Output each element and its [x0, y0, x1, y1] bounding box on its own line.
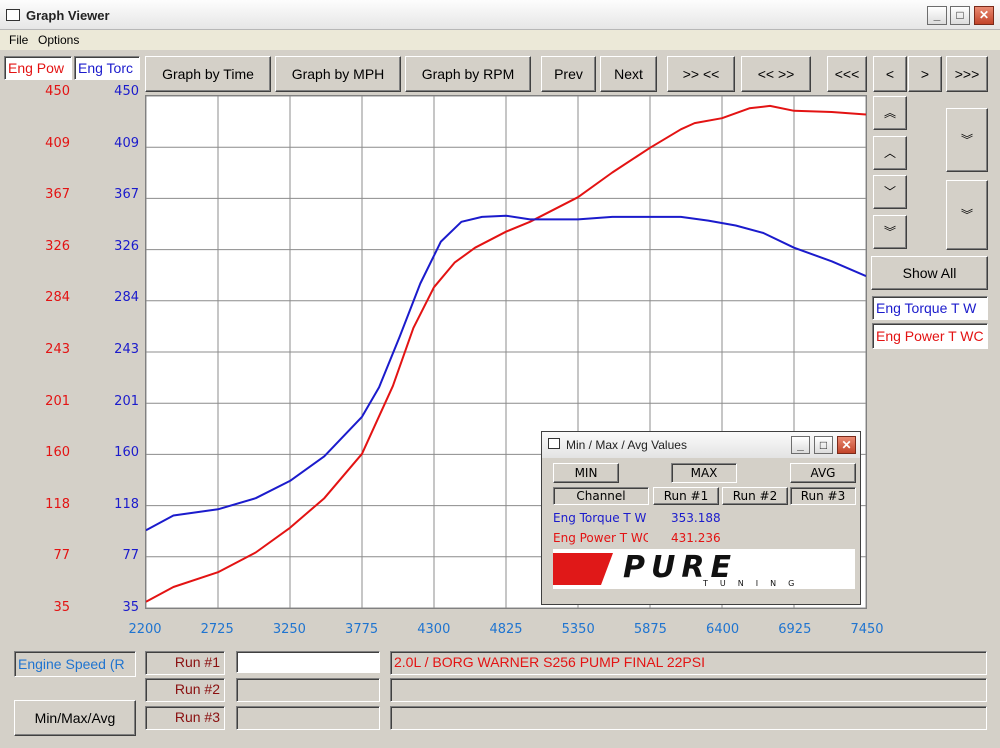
torque-row-name: Eng Torque T W: [553, 511, 647, 525]
power-y-tick: 201: [45, 393, 70, 409]
x-tick: 2200: [128, 622, 162, 637]
x-tick: 6925: [778, 622, 812, 637]
title-bar: Graph Viewer _ □ ✕: [0, 0, 1000, 30]
scroll-up-button[interactable]: ︿: [873, 136, 907, 170]
menu-bar: File Options: [0, 30, 1000, 50]
run1-input[interactable]: [236, 651, 380, 673]
scroll-right-button[interactable]: >: [908, 56, 942, 92]
power-row-value: 431.236: [671, 531, 721, 545]
power-y-tick: 35: [53, 600, 70, 615]
torque-y-tick: 450: [114, 84, 139, 99]
torque-y-tick: 160: [114, 445, 139, 461]
close-icon[interactable]: ✕: [974, 6, 994, 25]
run2-label: Run #2: [145, 678, 225, 702]
power-y-tick: 160: [45, 445, 70, 461]
zoom-in-button[interactable]: >> <<: [667, 56, 735, 92]
torque-series-line: [145, 214, 867, 532]
x-tick: 5875: [633, 622, 667, 637]
min-button[interactable]: MIN: [553, 463, 619, 483]
legend-torque[interactable]: Eng Torque T W: [872, 296, 988, 320]
zoom-out-button[interactable]: << >>: [741, 56, 811, 92]
prev-button[interactable]: Prev: [541, 56, 596, 92]
power-channel-tab[interactable]: Eng Pow: [4, 56, 72, 80]
max-button[interactable]: MAX: [671, 463, 737, 483]
minimize-icon[interactable]: _: [791, 436, 810, 454]
run1-description: 2.0L / BORG WARNER S256 PUMP FINAL 22PSI: [390, 651, 987, 675]
torque-y-tick: 118: [114, 496, 139, 512]
maximize-icon[interactable]: □: [950, 6, 970, 25]
torque-y-tick: 35: [122, 600, 139, 615]
run2-header[interactable]: Run #2: [722, 487, 788, 505]
graph-by-mph-button[interactable]: Graph by MPH: [275, 56, 401, 92]
run2-description: [390, 678, 987, 702]
window-title: Graph Viewer: [26, 8, 110, 23]
maximize-icon[interactable]: □: [814, 436, 833, 454]
logo-sub: TUNING: [702, 579, 806, 588]
scroll-first-button[interactable]: <<<: [827, 56, 867, 92]
x-tick: 4300: [417, 622, 451, 637]
power-y-tick: 367: [45, 187, 70, 203]
torque-y-tick: 284: [114, 290, 139, 306]
power-row-name: Eng Power T WC: [553, 531, 648, 545]
run3-label: Run #3: [145, 706, 225, 730]
avg-button[interactable]: AVG: [790, 463, 856, 483]
run3-header[interactable]: Run #3: [790, 487, 856, 505]
run1-header[interactable]: Run #1: [653, 487, 719, 505]
power-y-tick: 284: [45, 290, 70, 306]
line-chart: [145, 95, 867, 609]
torque-row-value: 353.188: [671, 511, 721, 525]
x-tick: 7450: [850, 622, 884, 637]
power-y-tick: 326: [45, 238, 70, 254]
minmax-dialog: Min / Max / Avg Values _ □ ✕ MIN MAX AVG…: [541, 431, 861, 605]
menu-file[interactable]: File: [9, 33, 29, 47]
torque-y-tick: 77: [122, 548, 139, 564]
power-y-tick: 450: [45, 84, 70, 99]
menu-options[interactable]: Options: [38, 33, 80, 47]
scroll-down-button[interactable]: ﹀: [873, 175, 907, 209]
power-y-tick: 118: [45, 496, 70, 512]
run2-input[interactable]: [236, 678, 380, 702]
x-tick: 3775: [345, 622, 379, 637]
close-icon[interactable]: ✕: [837, 436, 856, 454]
next-button[interactable]: Next: [600, 56, 657, 92]
power-y-tick: 77: [53, 548, 70, 564]
app-icon: [6, 9, 20, 21]
x-tick: 4825: [489, 622, 523, 637]
power-y-tick: 243: [45, 342, 70, 357]
legend-power[interactable]: Eng Power T WC: [872, 323, 988, 349]
power-series-line: [145, 104, 867, 603]
pure-tuning-logo: PURE TUNING: [553, 549, 855, 589]
torque-channel-tab[interactable]: Eng Torc: [74, 56, 140, 80]
x-tick: 5350: [561, 622, 595, 637]
run3-description: [390, 706, 987, 730]
run1-label: Run #1: [145, 651, 225, 675]
x-tick: 6400: [706, 622, 740, 637]
window-icon: [548, 438, 560, 449]
torque-y-tick: 326: [114, 238, 139, 254]
x-tick: 2725: [200, 622, 234, 637]
scroll-left-button[interactable]: <: [873, 56, 907, 92]
minimize-icon[interactable]: _: [927, 6, 947, 25]
minmax-title: Min / Max / Avg Values: [566, 438, 687, 452]
show-all-button[interactable]: Show All: [871, 256, 988, 290]
x-tick: 3250: [272, 622, 306, 637]
graph-by-rpm-button[interactable]: Graph by RPM: [405, 56, 531, 92]
power-y-tick: 409: [45, 135, 70, 151]
minmax-avg-button[interactable]: Min/Max/Avg: [14, 700, 136, 736]
vzoom-in-button[interactable]: ︾: [946, 108, 988, 172]
graph-by-time-button[interactable]: Graph by Time: [145, 56, 271, 92]
vzoom-out-button[interactable]: ︾: [946, 180, 988, 250]
scroll-last-button[interactable]: >>>: [946, 56, 988, 92]
torque-y-tick: 201: [114, 393, 139, 409]
vzoom-top-button[interactable]: ︽: [873, 96, 907, 130]
torque-y-tick: 243: [114, 342, 139, 357]
x-channel-selector[interactable]: Engine Speed (R: [14, 651, 136, 677]
logo-word: PURE: [623, 550, 737, 585]
run3-input[interactable]: [236, 706, 380, 730]
torque-y-tick: 409: [114, 135, 139, 151]
channel-header: Channel: [553, 487, 649, 505]
minmax-title-bar: Min / Max / Avg Values _ □ ✕: [542, 432, 860, 458]
vzoom-bottom-button[interactable]: ︾: [873, 215, 907, 249]
torque-y-tick: 367: [114, 187, 139, 203]
